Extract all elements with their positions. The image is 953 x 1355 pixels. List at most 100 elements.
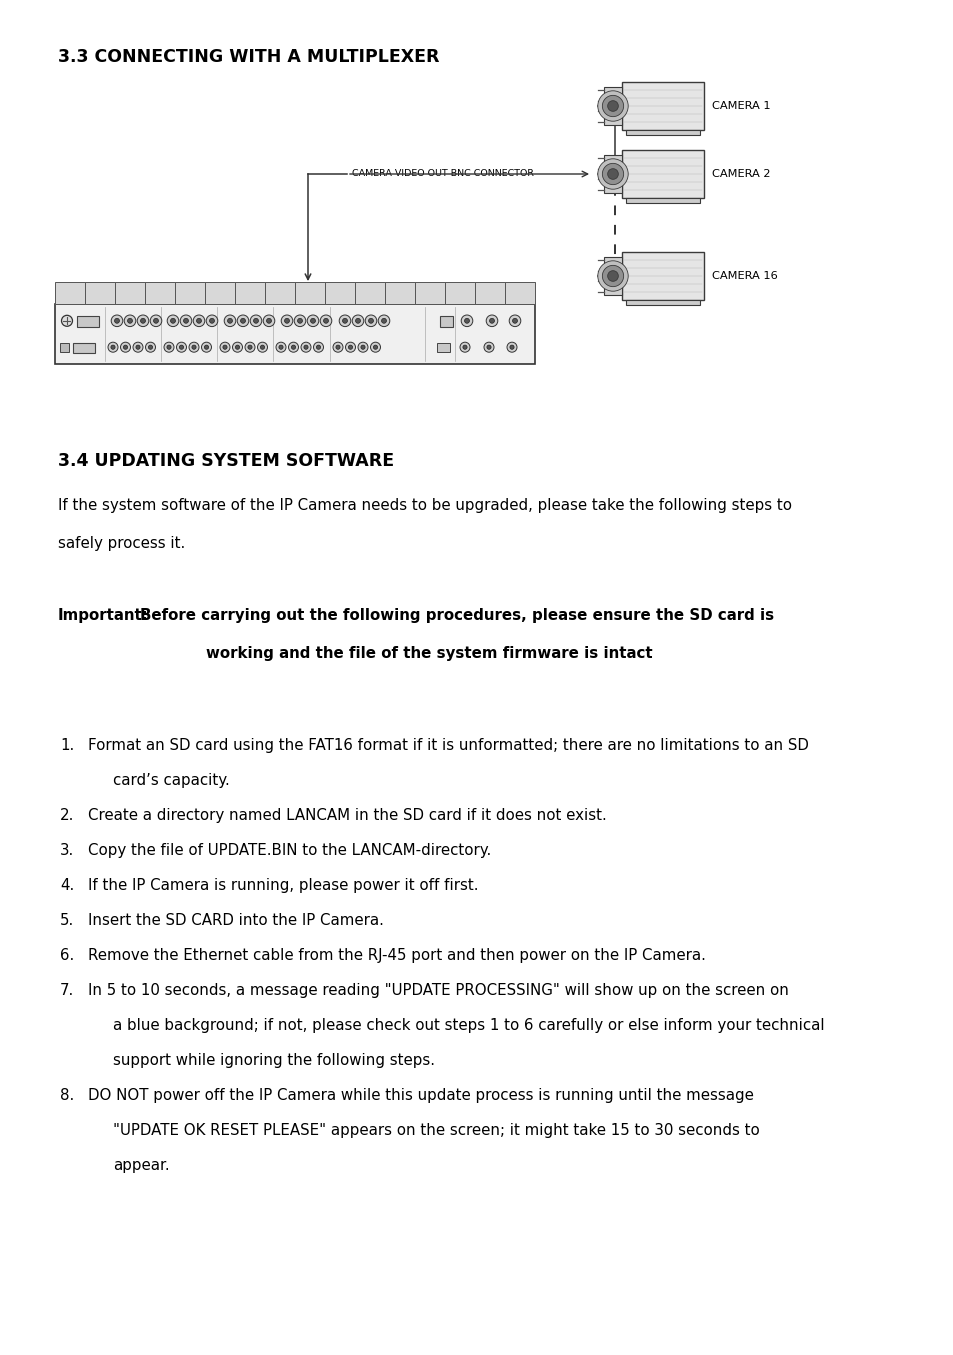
Circle shape [192,346,196,350]
Circle shape [506,343,517,352]
Bar [415,282,444,304]
Circle shape [352,314,363,327]
Circle shape [368,318,373,324]
Text: Important:: Important: [58,608,149,623]
Text: a blue background; if not, please check out steps 1 to 6 carefully or else infor: a blue background; if not, please check … [112,1018,823,1033]
Text: appear.: appear. [112,1159,170,1173]
Bar [621,83,703,130]
Circle shape [240,318,245,324]
Bar [621,252,703,299]
Circle shape [220,343,230,352]
Bar [325,282,355,304]
Circle shape [257,343,267,352]
Circle shape [339,314,351,327]
Bar [115,282,145,304]
Text: 6.: 6. [60,948,74,963]
Bar [444,282,475,304]
Circle shape [601,164,623,184]
Circle shape [460,314,473,327]
Circle shape [598,91,627,121]
Circle shape [275,343,286,352]
Text: working and the file of the system firmware is intact: working and the file of the system firmw… [206,646,652,661]
Bar [234,282,265,304]
Circle shape [132,343,143,352]
Text: CAMERA 1: CAMERA 1 [711,102,770,111]
Circle shape [342,318,347,324]
Circle shape [512,318,517,324]
Text: CAMERA 16: CAMERA 16 [711,271,777,280]
Circle shape [196,318,201,324]
Circle shape [486,346,491,350]
Circle shape [224,314,235,327]
Circle shape [607,271,618,282]
Circle shape [248,346,252,350]
Text: safely process it.: safely process it. [58,537,185,551]
Circle shape [489,318,494,324]
Text: Copy the file of UPDATE.BIN to the LANCAM-directory.: Copy the file of UPDATE.BIN to the LANCA… [88,843,491,858]
Text: Format an SD card using the FAT16 format if it is unformatted; there are no limi: Format an SD card using the FAT16 format… [88,738,808,753]
Text: 2.: 2. [60,808,74,822]
Text: support while ignoring the following steps.: support while ignoring the following ste… [112,1053,435,1068]
Bar [504,282,535,304]
Circle shape [179,346,183,350]
Bar [294,282,325,304]
Circle shape [464,318,469,324]
Bar [621,150,703,198]
Bar [625,299,700,305]
Circle shape [128,318,132,324]
Circle shape [284,318,289,324]
Circle shape [462,346,467,350]
Text: 3.3 CONNECTING WITH A MULTIPLEXER: 3.3 CONNECTING WITH A MULTIPLEXER [58,47,439,66]
Circle shape [183,318,189,324]
Circle shape [204,346,209,350]
Circle shape [123,346,128,350]
Circle shape [210,318,214,324]
Circle shape [149,346,152,350]
Circle shape [223,346,227,350]
Circle shape [153,318,158,324]
Bar [355,282,385,304]
Circle shape [348,346,353,350]
Circle shape [233,343,242,352]
Circle shape [357,343,368,352]
Circle shape [486,314,497,327]
Circle shape [377,314,390,327]
Circle shape [281,314,293,327]
Text: If the system software of the IP Camera needs to be upgraded, please take the fo: If the system software of the IP Camera … [58,499,791,514]
Circle shape [509,314,520,327]
Circle shape [301,343,311,352]
Circle shape [307,314,318,327]
Circle shape [124,314,135,327]
Circle shape [228,318,233,324]
Text: Insert the SD CARD into the IP Camera.: Insert the SD CARD into the IP Camera. [88,913,383,928]
Circle shape [320,314,332,327]
Circle shape [253,318,258,324]
Circle shape [237,314,249,327]
Circle shape [509,346,514,350]
Circle shape [171,318,175,324]
Circle shape [316,346,320,350]
Bar [265,282,294,304]
Circle shape [373,346,377,350]
Circle shape [607,168,618,179]
Bar [436,343,450,352]
Circle shape [598,159,627,190]
Text: In 5 to 10 seconds, a message reading "UPDATE PROCESSING" will show up on the sc: In 5 to 10 seconds, a message reading "U… [88,982,788,999]
Text: Remove the Ethernet cable from the RJ-45 port and then power on the IP Camera.: Remove the Ethernet cable from the RJ-45… [88,948,705,963]
Circle shape [294,314,306,327]
Bar [603,87,621,125]
Circle shape [607,100,618,111]
Circle shape [260,346,264,350]
Circle shape [167,346,171,350]
Bar [85,282,115,304]
Circle shape [323,318,328,324]
Circle shape [206,314,217,327]
Bar [439,316,453,327]
Circle shape [601,266,623,287]
Circle shape [137,314,149,327]
Circle shape [314,343,323,352]
Text: "UPDATE OK RESET PLEASE" appears on the screen; it might take 15 to 30 seconds t: "UPDATE OK RESET PLEASE" appears on the … [112,1123,759,1138]
Circle shape [164,343,173,352]
Circle shape [370,343,380,352]
Bar [625,198,700,203]
